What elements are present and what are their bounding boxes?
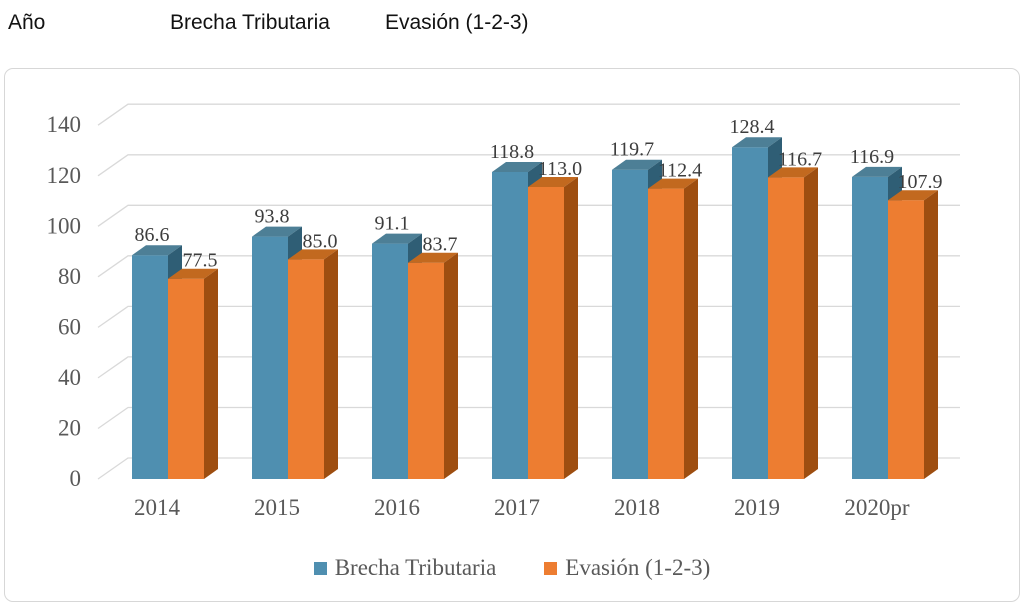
svg-text:116.9: 116.9: [850, 146, 894, 168]
svg-text:2018: 2018: [614, 495, 660, 520]
legend-swatch-evasion: [544, 561, 558, 575]
svg-text:60: 60: [58, 314, 81, 339]
svg-text:93.8: 93.8: [255, 206, 290, 228]
svg-text:120: 120: [47, 163, 82, 188]
svg-text:128.4: 128.4: [730, 116, 775, 138]
svg-text:118.8: 118.8: [490, 141, 534, 163]
svg-text:2019: 2019: [734, 495, 780, 520]
svg-text:116.7: 116.7: [778, 148, 822, 170]
svg-text:20: 20: [58, 416, 81, 441]
svg-text:100: 100: [47, 213, 82, 238]
svg-text:91.1: 91.1: [375, 213, 410, 235]
chart-area: 0 20 40 60 80 100 120 140 2014 2015 2016 2017 2018 20…: [4, 68, 1020, 602]
svg-text:2014: 2014: [134, 495, 181, 520]
svg-text:80: 80: [58, 264, 81, 289]
header-year-column: Año: [8, 11, 46, 34]
legend-label-brecha: Brecha Tributaria: [334, 555, 497, 580]
header-evasion-column: Evasión (1-2-3): [385, 11, 529, 34]
svg-text:107.9: 107.9: [898, 171, 943, 193]
svg-text:85.0: 85.0: [303, 230, 338, 252]
svg-text:119.7: 119.7: [610, 139, 654, 161]
chart-legend: Brecha Tributaria Evasión (1-2-3): [5, 555, 1019, 581]
svg-text:83.7: 83.7: [423, 234, 458, 256]
svg-text:40: 40: [58, 365, 81, 390]
legend-item-brecha: Brecha Tributaria: [313, 555, 497, 581]
sheet-header-row: Año Brecha Tributaria Evasión (1-2-3): [0, 0, 1024, 62]
svg-text:2017: 2017: [494, 495, 540, 520]
svg-text:112.4: 112.4: [658, 160, 702, 182]
svg-text:0: 0: [70, 466, 82, 491]
legend-label-evasion: Evasión (1-2-3): [565, 555, 711, 580]
svg-text:140: 140: [47, 112, 82, 137]
svg-text:2016: 2016: [374, 495, 420, 520]
svg-text:86.6: 86.6: [135, 224, 170, 246]
bar-chart-plot: 0 20 40 60 80 100 120 140 2014 2015 2016 2017 2018 20…: [47, 103, 960, 520]
svg-text:2020pr: 2020pr: [844, 495, 910, 520]
legend-swatch-brecha: [313, 561, 327, 575]
legend-item-evasion: Evasión (1-2-3): [544, 555, 710, 581]
svg-text:77.5: 77.5: [183, 250, 218, 272]
header-brecha-column: Brecha Tributaria: [170, 11, 330, 34]
svg-text:113.0: 113.0: [538, 158, 582, 180]
svg-text:2015: 2015: [254, 495, 300, 520]
